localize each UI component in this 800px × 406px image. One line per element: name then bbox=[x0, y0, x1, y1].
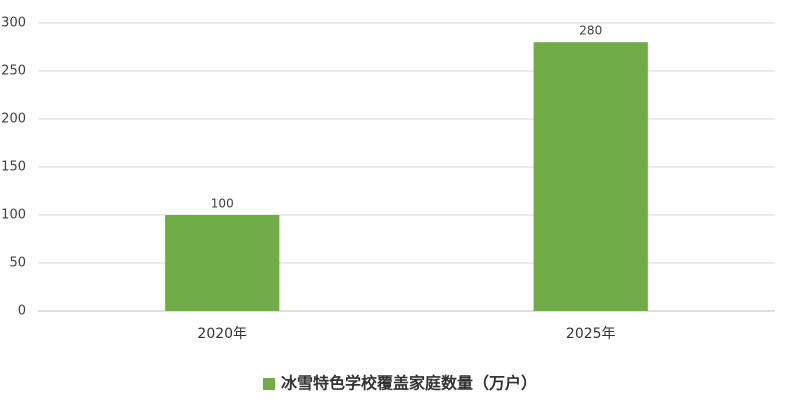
y-tick-label: 300 bbox=[1, 16, 26, 31]
y-tick-label: 0 bbox=[18, 304, 26, 319]
x-tick-label: 2025年 bbox=[566, 326, 616, 342]
y-tick-label: 50 bbox=[9, 256, 26, 271]
legend-swatch bbox=[262, 378, 275, 390]
bar bbox=[533, 42, 648, 311]
y-tick-label: 250 bbox=[1, 64, 26, 79]
value-label: 100 bbox=[211, 197, 234, 211]
y-tick-label: 200 bbox=[1, 112, 26, 127]
x-tick-label: 2020年 bbox=[197, 326, 247, 342]
bar bbox=[165, 215, 280, 311]
y-tick-label: 100 bbox=[1, 208, 26, 223]
legend-label: 冰雪特色学校覆盖家庭数量（万户） bbox=[281, 374, 537, 393]
y-tick-label: 150 bbox=[1, 160, 26, 175]
value-label: 280 bbox=[579, 24, 602, 38]
